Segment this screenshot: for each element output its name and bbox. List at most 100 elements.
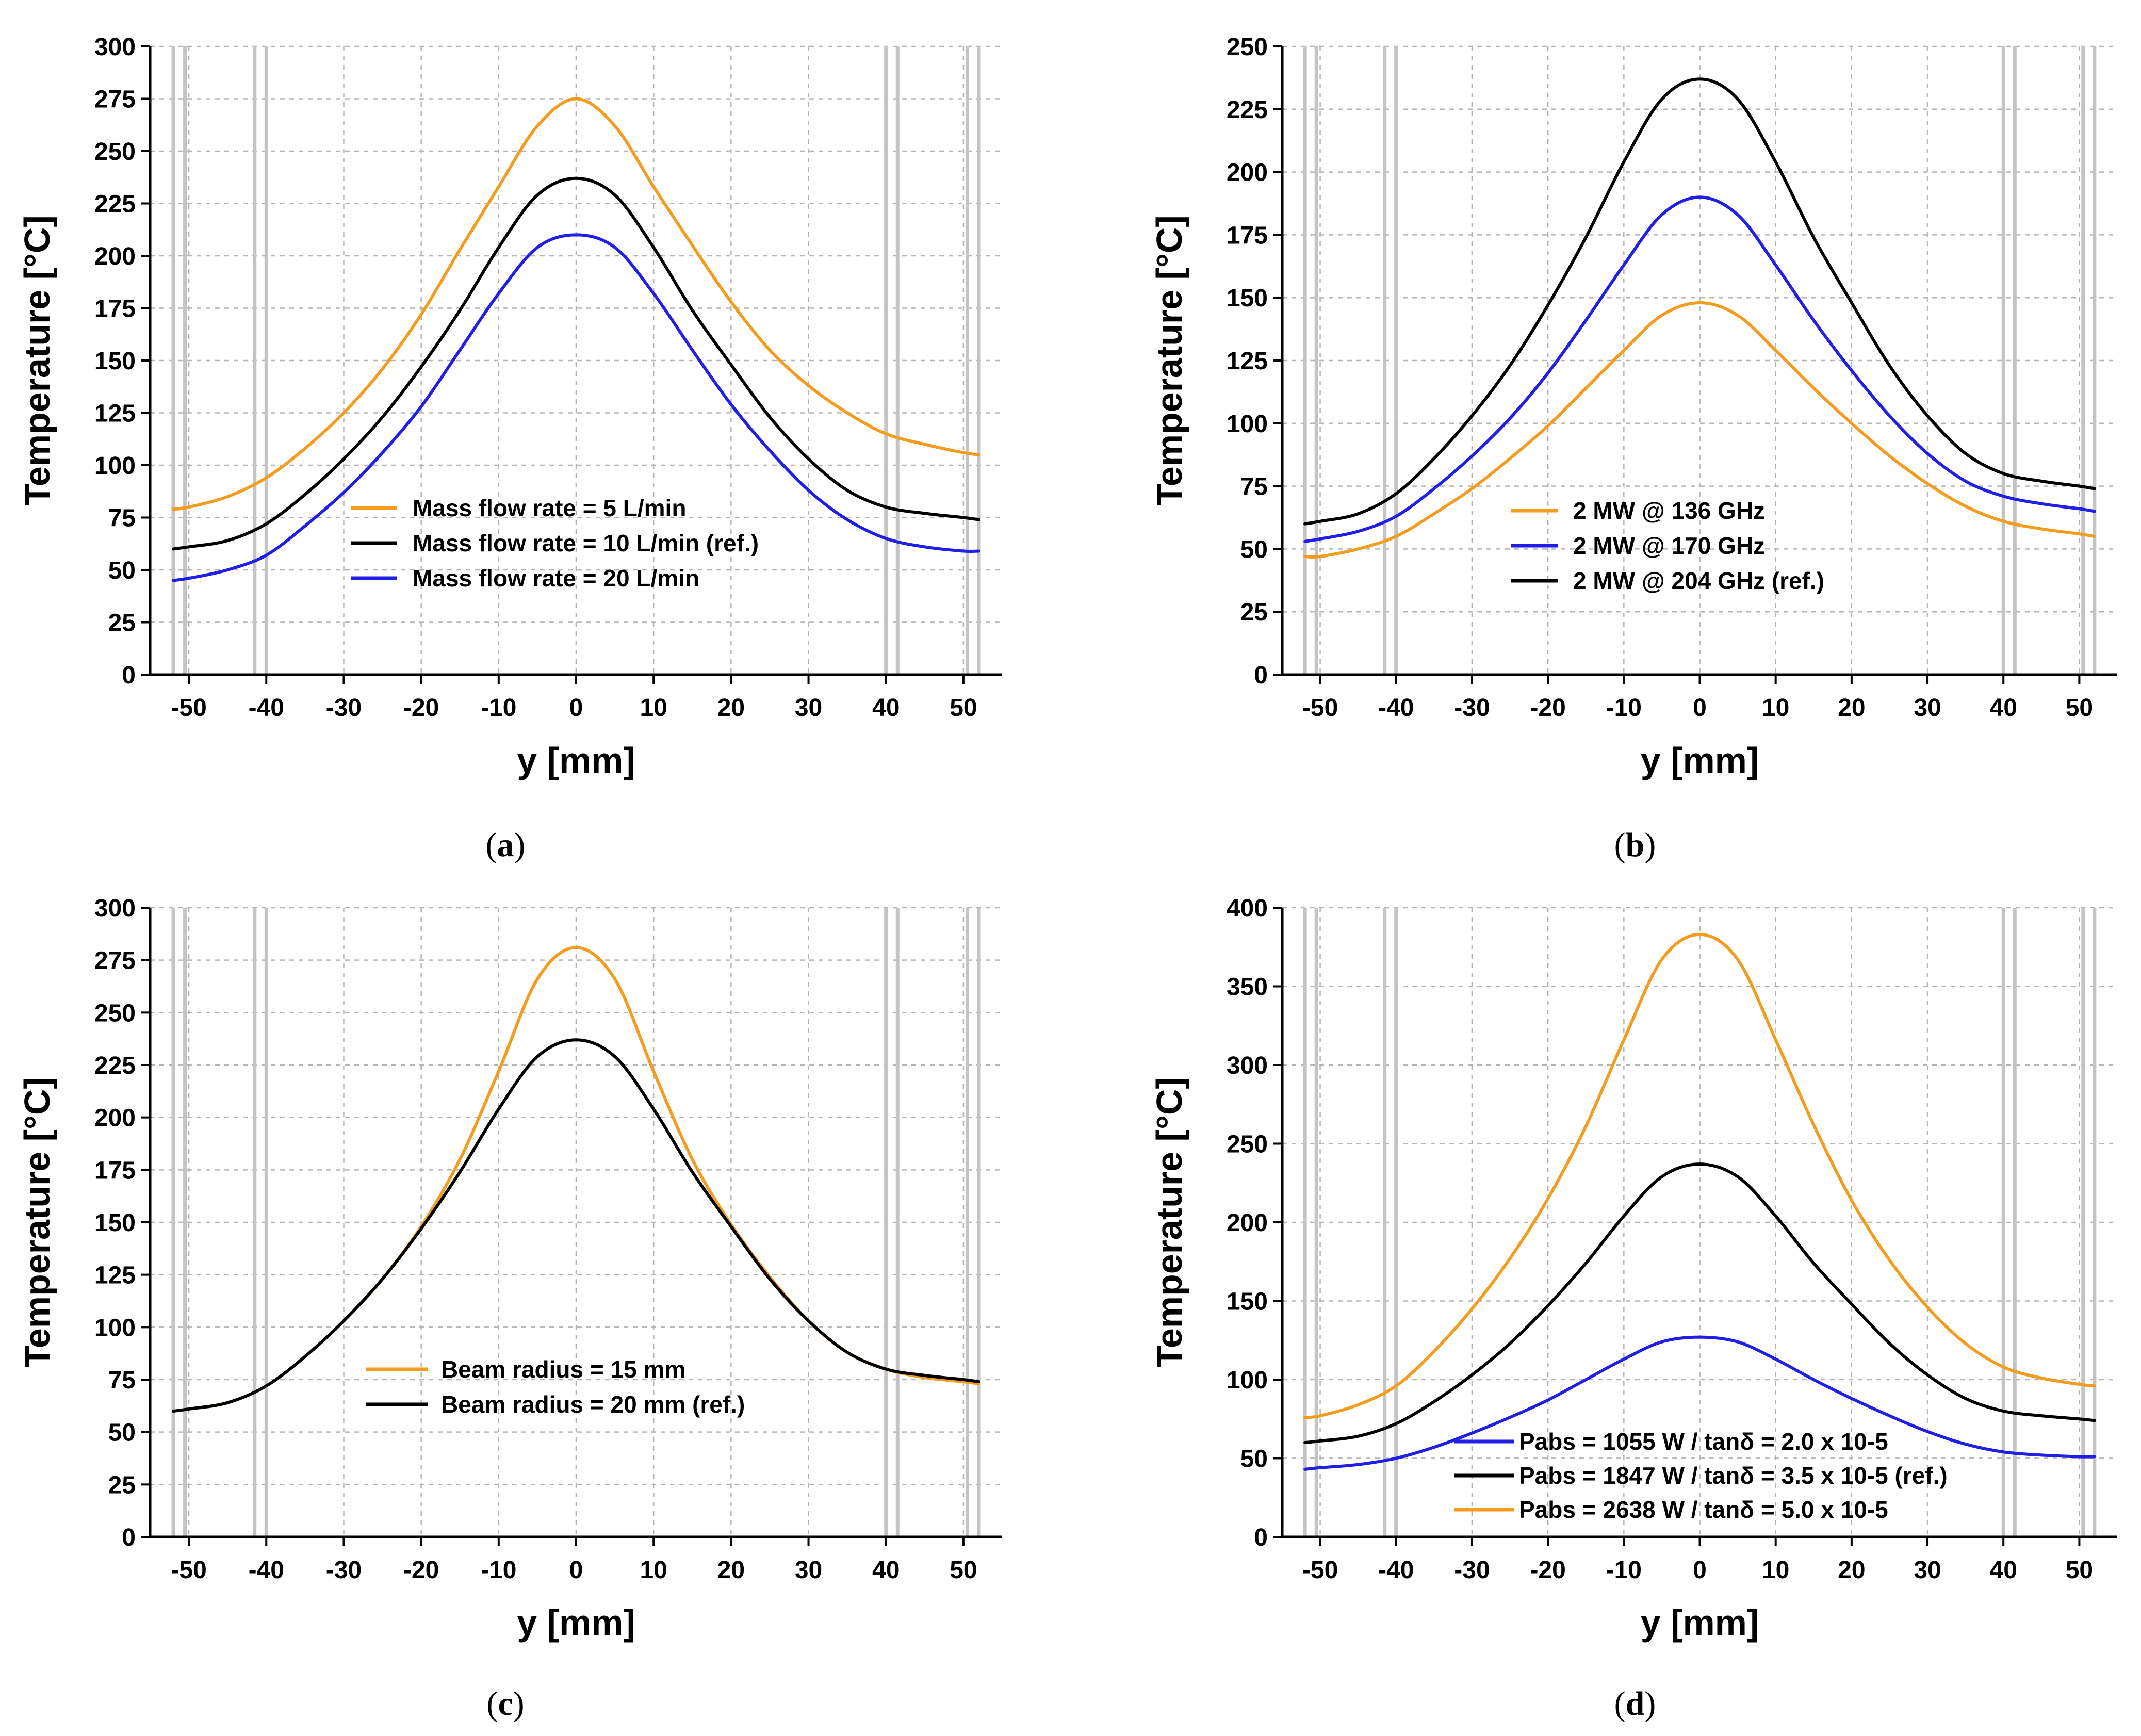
y-tick-label: 100 — [94, 1314, 136, 1341]
caption-open-paren: ( — [486, 1685, 498, 1723]
y-tick-label: 75 — [108, 505, 136, 532]
x-tick-label: 30 — [1914, 1557, 1941, 1584]
panel-caption: (b) — [1614, 826, 1656, 864]
x-axis-title: y [mm] — [1641, 1602, 1759, 1643]
x-tick-label: 30 — [795, 1557, 822, 1584]
y-tick-label: 25 — [108, 610, 136, 637]
y-tick-label: 75 — [1240, 473, 1268, 501]
x-tick-label: 20 — [717, 694, 745, 722]
x-tick-label: -10 — [1606, 1557, 1642, 1584]
series-line-1 — [1303, 301, 2096, 559]
panel-caption: (c) — [486, 1685, 524, 1723]
x-tick-label: 0 — [569, 694, 583, 722]
grid — [150, 907, 1002, 1538]
caption-close-paren: ) — [513, 1685, 525, 1723]
reference-lines — [171, 908, 981, 1537]
x-tick-label: -40 — [249, 694, 284, 722]
x-tick-label: -40 — [1378, 694, 1414, 722]
legend-label: Mass flow rate = 5 L/min — [413, 495, 686, 521]
caption-close-paren: ) — [514, 826, 526, 864]
y-tick-label: 50 — [1240, 536, 1268, 563]
x-axis-title: y [mm] — [517, 1602, 635, 1643]
legend-label: Mass flow rate = 10 L/min (ref.) — [413, 530, 759, 556]
x-tick-label: -50 — [1302, 1557, 1338, 1584]
caption-letter: b — [1626, 826, 1645, 864]
y-tick-label: 200 — [94, 1105, 136, 1132]
reference-lines — [171, 46, 981, 675]
caption-letter: a — [497, 826, 514, 864]
legend-label: Beam radius = 20 mm (ref.) — [441, 1391, 745, 1418]
panel-caption: (a) — [486, 826, 526, 864]
legend-label: 2 MW @ 170 GHz — [1573, 532, 1765, 559]
y-tick-label: 200 — [94, 243, 136, 270]
y-axis-title: Temperature [°C] — [1149, 215, 1189, 505]
x-tick-label: 40 — [872, 694, 900, 722]
y-tick-label: 0 — [122, 662, 136, 689]
y-tick-label: 200 — [1227, 1209, 1268, 1237]
y-tick-label: 25 — [1240, 599, 1268, 626]
y-tick-label: 400 — [1227, 895, 1268, 922]
x-tick-label: 40 — [1990, 1557, 2017, 1584]
x-tick-label: -10 — [481, 1557, 516, 1584]
reference-lines — [1303, 46, 2097, 675]
y-tick-label: 0 — [1254, 1524, 1268, 1551]
y-tick-label: 275 — [94, 947, 136, 975]
y-axis-title: Temperature [°C] — [17, 215, 57, 505]
y-axis-title: Temperature [°C] — [17, 1077, 57, 1367]
legend: Pabs = 1055 W / tanδ = 2.0 x 10-5 Pabs = … — [1454, 1428, 1948, 1523]
y-tick-label: 225 — [94, 191, 136, 218]
caption-open-paren: ( — [486, 826, 497, 864]
panel-caption: (d) — [1614, 1685, 1656, 1723]
y-tick-label: 250 — [1227, 34, 1268, 61]
x-tick-label: 50 — [950, 1557, 977, 1584]
caption-open-paren: ( — [1614, 1685, 1626, 1723]
legend-label: Pabs = 2638 W / tanδ = 5.0 x 10-5 — [1519, 1496, 1888, 1523]
y-tick-label: 225 — [1227, 96, 1268, 124]
series-line-2 — [172, 176, 980, 551]
y-tick-label: 175 — [94, 1157, 136, 1184]
y-tick-label: 150 — [1227, 285, 1268, 312]
series-line-3 — [172, 233, 980, 582]
legend-label: Beam radius = 15 mm — [441, 1356, 685, 1383]
x-tick-label: 10 — [1762, 694, 1789, 722]
series-line-1 — [172, 97, 980, 511]
x-tick-label: 0 — [1693, 1557, 1707, 1584]
caption-close-paren: ) — [1644, 826, 1656, 864]
y-tick-label: 225 — [94, 1052, 136, 1079]
x-tick-label: 20 — [1838, 694, 1865, 722]
legend: 2 MW @ 136 GHz 2 MW @ 170 GHz 2 MW @ 204 G… — [1511, 497, 1824, 594]
x-tick-label: 40 — [872, 1557, 900, 1584]
caption-letter: d — [1626, 1685, 1645, 1723]
series-line-3 — [1303, 932, 2096, 1419]
x-tick-label: 10 — [640, 694, 667, 722]
x-tick-label: 10 — [1762, 1557, 1789, 1584]
y-tick-label: 125 — [1227, 348, 1268, 375]
reference-lines — [1303, 908, 2097, 1537]
y-tick-label: 300 — [1227, 1052, 1268, 1079]
x-tick-label: 0 — [569, 1557, 583, 1584]
y-tick-label: 150 — [1227, 1288, 1268, 1316]
caption-open-paren: ( — [1614, 826, 1626, 864]
series-line-2 — [1303, 1162, 2096, 1444]
x-tick-label: -30 — [1454, 694, 1490, 722]
caption-letter: c — [498, 1685, 513, 1723]
y-tick-label: 150 — [94, 1209, 136, 1237]
legend: Beam radius = 15 mm Beam radius = 20 mm (… — [366, 1356, 745, 1418]
x-tick-label: -30 — [326, 1557, 362, 1584]
x-axis-title: y [mm] — [517, 740, 635, 780]
x-tick-label: 50 — [2066, 694, 2093, 722]
x-tick-label: -10 — [481, 694, 516, 722]
y-tick-label: 175 — [1227, 222, 1268, 249]
x-tick-label: 50 — [2066, 1557, 2093, 1584]
series-line-2 — [172, 1038, 980, 1413]
legend-label: Pabs = 1055 W / tanδ = 2.0 x 10-5 — [1519, 1428, 1888, 1455]
y-tick-label: 0 — [122, 1524, 136, 1551]
y-tick-label: 125 — [94, 1262, 136, 1289]
x-tick-label: -10 — [1606, 694, 1642, 722]
caption-close-paren: ) — [1644, 1685, 1656, 1723]
x-tick-label: -30 — [1454, 1557, 1490, 1584]
x-tick-label: 20 — [717, 1557, 745, 1584]
legend-label: Pabs = 1847 W / tanδ = 3.5 x 10-5 (ref.) — [1519, 1462, 1948, 1489]
